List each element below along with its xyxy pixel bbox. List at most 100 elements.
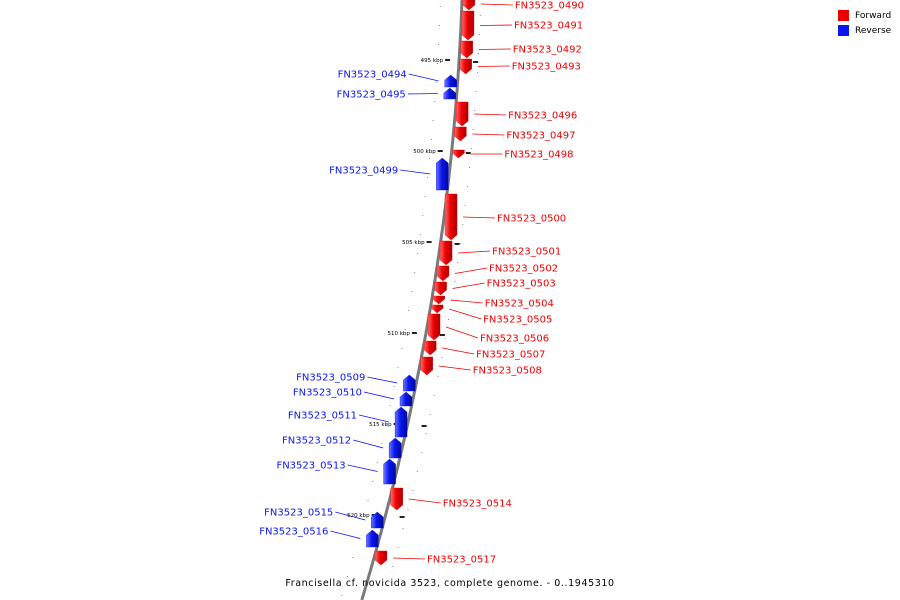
minor-tick [472, 129, 474, 130]
minor-tick [432, 120, 434, 121]
gene-fn3523_0501: FN3523_0501 [439, 240, 561, 266]
gene-leader-line [477, 65, 510, 67]
minor-tick [407, 509, 409, 510]
minor-tick [425, 433, 427, 434]
gene-leader-line [478, 48, 511, 50]
minor-tick [414, 272, 416, 273]
minor-tick [470, 148, 472, 149]
minor-tick [464, 205, 466, 206]
gene-arrow [399, 391, 413, 407]
gene-arrow [452, 149, 465, 159]
gene-arrow [436, 157, 449, 191]
minor-tick [457, 262, 459, 263]
gene-leader-line [400, 169, 431, 175]
minor-tick [346, 576, 348, 577]
gene-label: FN3523_0517 [427, 555, 496, 566]
scale-tick-label: 495 kbp [421, 58, 444, 64]
minor-tick [441, 357, 443, 358]
minor-tick [430, 139, 432, 140]
gene-fn3523_0517: FN3523_0517 [374, 550, 496, 566]
scale-tick-mark [465, 152, 471, 154]
gene-fn3523_0510: FN3523_0510 [293, 388, 413, 407]
legend-reverse-swatch [838, 25, 849, 36]
gene-label: FN3523_0510 [293, 388, 362, 399]
gene-leader-line [363, 391, 395, 400]
gene-label: FN3523_0515 [264, 508, 333, 519]
gene-leader-line [445, 326, 479, 339]
scale-tick-label: 520 kbp [347, 513, 370, 519]
gene-arrow [388, 437, 402, 459]
minor-tick [439, 25, 440, 26]
gene-label: FN3523_0516 [259, 527, 328, 538]
gene-arrow [423, 340, 437, 356]
minor-tick [404, 329, 406, 330]
gene-label: FN3523_0495 [337, 90, 406, 101]
minor-tick-dots [341, 6, 481, 596]
minor-tick [469, 167, 470, 168]
scale-tick-label: 510 kbp [387, 331, 410, 337]
gene-label: FN3523_0500 [497, 214, 566, 225]
gene-leader-line [472, 133, 505, 136]
gene-leader-line [335, 511, 366, 521]
minor-tick [419, 234, 421, 235]
scale-tick-label: 500 kbp [413, 149, 436, 155]
gene-fn3523_0493: FN3523_0493 [459, 58, 581, 75]
minor-tick [433, 395, 435, 396]
gene-leader-line [438, 365, 471, 371]
minor-tick [367, 500, 369, 501]
minor-tick [357, 538, 359, 539]
minor-tick [401, 348, 403, 349]
gene-leader-line [479, 24, 512, 26]
gene-label: FN3523_0501 [492, 247, 561, 258]
minor-tick [393, 386, 395, 387]
gene-fn3523_0508: FN3523_0508 [420, 356, 542, 377]
gene-label: FN3523_0491 [514, 21, 583, 32]
scale-tick-mark [421, 425, 427, 427]
minor-tick [422, 215, 424, 216]
gene-arrow [430, 304, 444, 314]
scale-tick-mark [411, 332, 417, 334]
gene-arrow [427, 313, 441, 341]
gene-label: FN3523_0496 [508, 111, 577, 122]
gene-label: FN3523_0512 [282, 436, 351, 447]
gene-fn3523_0506: FN3523_0506 [427, 313, 549, 345]
gene-fn3523_0509: FN3523_0509 [296, 373, 416, 392]
legend: Forward Reverse [838, 8, 891, 38]
scale-tick-mark [454, 243, 460, 245]
gene-label: FN3523_0511 [288, 411, 357, 422]
gene-label: FN3523_0514 [443, 499, 512, 510]
gene-arrow [390, 487, 403, 511]
gene-fn3523_0503: FN3523_0503 [434, 279, 556, 296]
minor-tick [459, 243, 461, 244]
minor-tick [429, 414, 431, 415]
minor-tick [408, 310, 409, 311]
gene-fn3523_0505: FN3523_0505 [430, 304, 552, 326]
gene-fn3523_0499: FN3523_0499 [329, 157, 449, 191]
minor-tick [385, 424, 387, 425]
gene-arrow [374, 550, 388, 566]
gene-arrow [444, 193, 458, 241]
gene-leader-line [449, 308, 482, 320]
gene-leader-line [330, 530, 361, 539]
minor-tick [478, 53, 479, 54]
gene-label: FN3523_0493 [512, 62, 581, 73]
gene-arrow [460, 40, 473, 59]
gene-fn3523_0507: FN3523_0507 [423, 340, 545, 361]
minor-tick [386, 585, 388, 586]
gene-fn3523_0496: FN3523_0496 [455, 101, 577, 127]
minor-tick [435, 82, 437, 83]
gene-features: FN3523_0490 FN3523_0491 FN3523_0492 FN3523_… [259, 0, 584, 566]
gene-arrow [443, 87, 457, 100]
gene-leader-line [458, 250, 491, 254]
gene-fn3523_0491: FN3523_0491 [461, 10, 583, 41]
gene-label: FN3523_0502 [489, 264, 558, 275]
minor-tick [397, 367, 399, 368]
gene-arrow [366, 529, 379, 548]
gene-arrow [462, 0, 476, 11]
gene-leader-line [347, 464, 378, 472]
gene-arrow [434, 281, 447, 296]
gene-fn3523_0513: FN3523_0513 [276, 458, 396, 485]
gene-leader-line [407, 93, 438, 95]
gene-leader-line [480, 3, 513, 6]
